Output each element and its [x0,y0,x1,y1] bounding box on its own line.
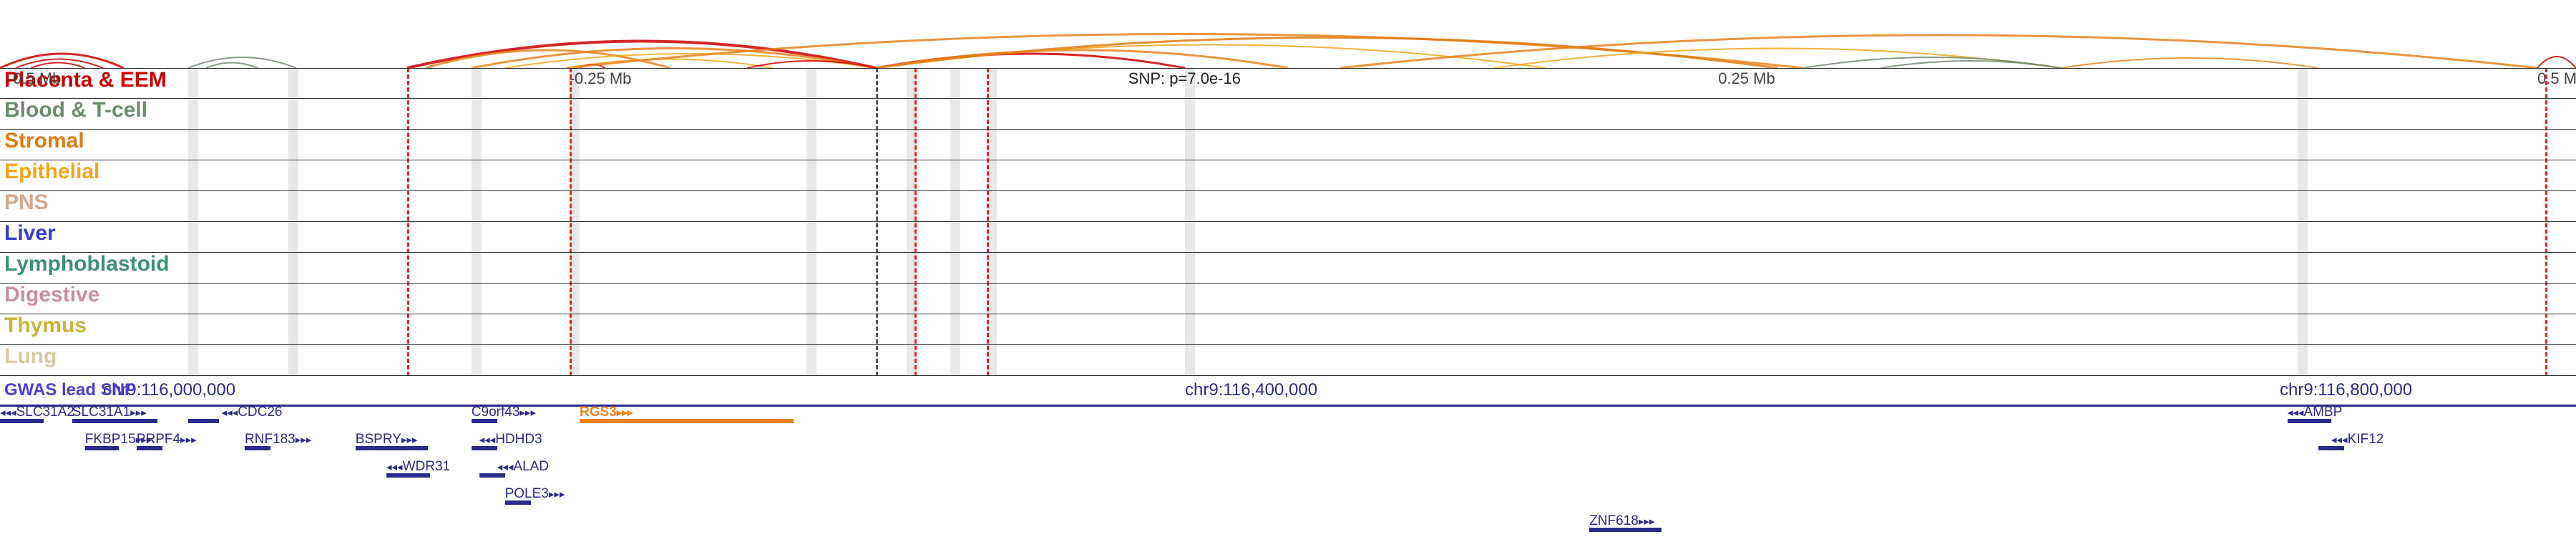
track-row-stromal[interactable]: Stromal [0,130,2576,160]
position-tick-label-3: 0.5 Mb [2537,69,2576,88]
track-row-liver[interactable]: Liver [0,222,2576,253]
interaction-arc-6[interactable] [425,50,670,68]
gene-label-kif12[interactable]: ◂◂◂KIF12 [2331,432,2384,448]
track-row-pns[interactable]: PNS [0,191,2576,222]
gene-label-slc31a2[interactable]: ◂◂◂SLC31A2 [0,405,74,420]
gene-label-znf618[interactable]: ZNF618▸▸▸ [1589,513,1654,529]
gene-annotation-panel[interactable]: GWAS lead SNP chr9:116,000,000 chr9:116,4… [0,376,2576,537]
interaction-arc-21[interactable] [2061,58,2318,68]
gwas-lead-snp-label: GWAS lead SNP [4,380,136,400]
snp-pvalue-annotation: SNP: p=7.0e-16 [1128,69,1241,88]
interaction-arc-0[interactable] [0,54,124,68]
signal-tracks-panel[interactable]: -0.5 Mb -0.25 Mb 0.25 Mb 0.5 Mb SNP: p=7.0e-… [0,68,2576,376]
gene-label-prpf4[interactable]: PRPF4▸▸▸ [137,432,197,448]
track-signal-lung [0,345,2576,375]
gene-label-ambp[interactable]: ◂◂◂AMBP [2288,405,2342,420]
track-row-lung[interactable]: Lung [0,345,2576,376]
track-row-blood-t-cell[interactable]: Blood & T-cell [0,99,2576,130]
gene-label-c9orf43[interactable]: C9orf43▸▸▸ [472,405,536,420]
gene-label-slc31a1[interactable]: SLC31A1▸▸▸ [72,405,147,420]
gene-label-alad[interactable]: ◂◂◂ALAD [497,459,549,475]
track-row-digestive[interactable]: Digestive [0,284,2576,314]
track-row-lymphoblastoid[interactable]: Lymphoblastoid [0,253,2576,284]
gene-model-cdc26[interactable] [188,419,219,423]
chromosome-coordinate-label-2: chr9:116,800,000 [2280,380,2412,400]
interaction-arc-3[interactable] [188,57,296,68]
track-rows: Placenta & EEM Blood & T-cell Stromal Epith… [0,68,2576,376]
gene-label-cdc26[interactable]: ◂◂◂CDC26 [222,405,283,420]
interaction-arc-17[interactable] [1340,35,2537,68]
gene-label-rnf183[interactable]: RNF183▸▸▸ [245,432,311,448]
gene-label-rgs3[interactable]: RGS3▸▸▸ [580,405,633,420]
track-row-thymus[interactable]: Thymus [0,314,2576,345]
track-signal-liver [0,222,2576,252]
track-row-epithelial[interactable]: Epithelial [0,160,2576,191]
position-tick-label-0: -0.5 Mb [8,69,62,88]
interaction-arc-1[interactable] [16,59,103,69]
chromatin-interaction-arcs [0,0,2576,68]
chromosome-axis-line [0,405,2576,407]
gene-label-hdhd3[interactable]: ◂◂◂HDHD3 [479,432,542,448]
arcs-svg [0,0,2576,68]
genome-browser-view: -0.5 Mb -0.25 Mb 0.25 Mb 0.5 Mb SNP: p=7.0e-… [0,0,2576,537]
track-signal-epithelial [0,160,2576,190]
interaction-arc-22[interactable] [2537,57,2576,68]
track-signal-blood-t-cell [0,99,2576,129]
gene-label-pole3[interactable]: POLE3▸▸▸ [505,486,565,502]
interaction-arc-2[interactable] [31,63,85,69]
gene-label-wdr31[interactable]: ◂◂◂WDR31 [386,459,450,475]
interaction-arc-9[interactable] [567,59,773,69]
interaction-arc-14[interactable] [876,50,1288,68]
track-signal-stromal [0,130,2576,160]
position-tick-label-1: -0.25 Mb [570,69,632,88]
interaction-arc-20[interactable] [1880,61,2061,68]
interaction-arc-4[interactable] [206,63,258,69]
position-tick-label-2: 0.25 Mb [1718,69,1775,88]
position-axis-labels: -0.5 Mb-0.25 Mb0.25 Mb0.5 MbSNP: p=7.0e-… [0,68,2576,82]
chromosome-coordinate-label-1: chr9:116,400,000 [1185,380,1317,400]
track-signal-lymphoblastoid [0,253,2576,283]
track-signal-digestive [0,284,2576,314]
track-signal-thymus [0,314,2576,344]
gene-label-bspry[interactable]: BSPRY▸▸▸ [356,432,418,448]
track-signal-pns [0,191,2576,221]
